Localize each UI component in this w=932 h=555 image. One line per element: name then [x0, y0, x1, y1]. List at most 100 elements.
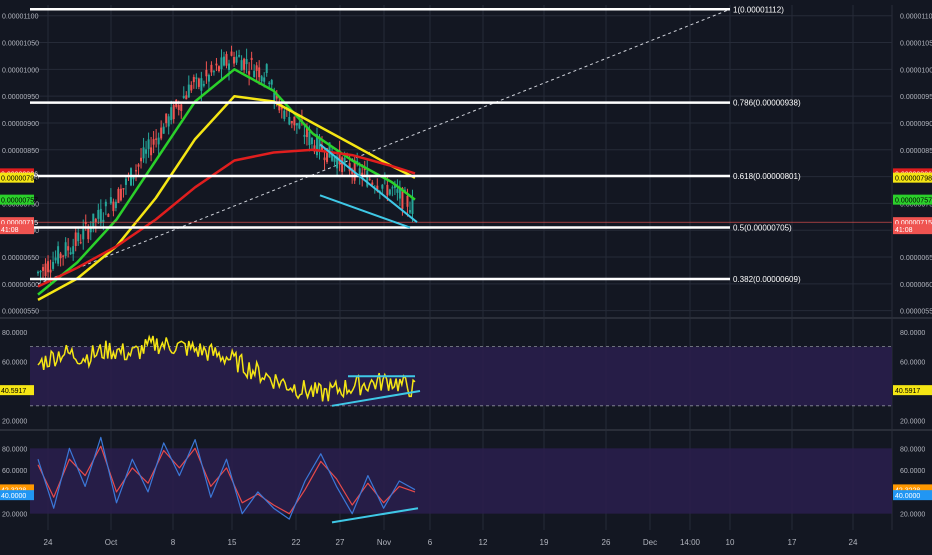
x-tick-label: 10 [726, 538, 735, 547]
stoch-tag [893, 490, 932, 501]
x-tick-label: 8 [171, 538, 176, 547]
candle-body [49, 269, 52, 273]
candle-body [250, 57, 253, 60]
price-tick-label-left: 0.00001100 [2, 14, 39, 21]
price-tick-label-left: 0.00000600 [2, 282, 39, 289]
candle-body [333, 157, 336, 162]
x-tick-label: 17 [788, 538, 797, 547]
candle-body [150, 147, 153, 156]
candle-body [37, 271, 39, 274]
x-tick-label: Nov [377, 538, 391, 547]
candle-body [187, 84, 190, 98]
candle-body [54, 257, 57, 261]
candle-body [341, 157, 344, 173]
candle-body [182, 95, 185, 98]
candle-body [376, 185, 379, 191]
price-tick-label: 0.00001100 [900, 14, 932, 21]
candle-body [366, 170, 369, 187]
x-tick-label: Dec [643, 538, 657, 547]
candle-body [315, 134, 318, 156]
candle-body [313, 145, 316, 152]
stoch-tag-left-text: 40.0000 [1, 493, 26, 500]
candle-body [74, 232, 77, 246]
ma_red-line [37, 148, 416, 288]
candle-body [142, 147, 145, 159]
x-tick-label: 19 [540, 538, 549, 547]
price-tick-label-left: 0.00001050 [2, 41, 39, 48]
rsi-tag-text: 40.5917 [895, 388, 920, 395]
rsi-line [37, 334, 416, 402]
stoch-tag-text: 40.0000 [895, 493, 920, 500]
candle-body [42, 267, 45, 271]
stoch-tick-label: 80.0000 [900, 446, 925, 453]
candle-body [112, 201, 115, 212]
stoch-tag-left [0, 490, 34, 501]
price-tick-label-left: 0.00000950 [2, 94, 39, 101]
candle-body [263, 77, 266, 82]
price-tick-label: 0.00000650 [900, 255, 932, 262]
price-tick-label: 0.00000950 [900, 94, 932, 101]
candle-body [215, 63, 218, 66]
candle-body [104, 201, 107, 207]
stoch-tick-label-left: 80.0000 [2, 446, 27, 453]
price-tick-label: 0.00001000 [900, 67, 932, 74]
candle-body [195, 77, 198, 79]
candle-body [172, 105, 175, 120]
candle-body [222, 56, 225, 66]
candle-body [353, 160, 356, 181]
candle-body [233, 56, 236, 64]
candle-body [109, 197, 112, 204]
price-tick-label: 0.00000750 [900, 201, 932, 208]
candle-body [308, 131, 311, 146]
candle-body [167, 116, 170, 127]
rsi-band [30, 346, 892, 406]
candle-body [137, 164, 140, 167]
candle-body [162, 126, 165, 134]
candle-body [331, 153, 334, 161]
stoch-tag [893, 484, 932, 495]
candle-body [57, 246, 60, 264]
candle-body [160, 127, 163, 139]
candle-body [84, 222, 87, 224]
candle-body [275, 93, 278, 99]
candle-body [165, 113, 168, 124]
price-tick-label-left: 0.00001000 [2, 67, 39, 74]
candle-body [398, 188, 401, 199]
price-tag [893, 194, 932, 205]
candle-body [293, 116, 296, 126]
candle-body [190, 84, 193, 91]
candle-body [135, 170, 138, 172]
candle-body [59, 253, 62, 259]
candle-body [155, 138, 158, 140]
candle-body [67, 246, 70, 251]
candle-body [119, 188, 122, 201]
candle-body [321, 145, 324, 151]
x-tick-label: 12 [479, 538, 488, 547]
candle-body [396, 189, 399, 193]
candle-body [205, 69, 208, 77]
wedge-lower-line [319, 194, 411, 229]
rsi-tick-label-left: 20.0000 [2, 419, 27, 426]
stoch-tag-left [0, 484, 34, 495]
candle-body [310, 137, 313, 145]
x-tick-label: Oct [105, 538, 118, 547]
candle-body [258, 67, 261, 78]
fib-level-label: 0.5(0.00000705) [733, 224, 792, 233]
x-tick-label: 22 [292, 538, 301, 547]
candle-body [107, 214, 110, 217]
candle-body [62, 255, 65, 257]
candle-body [255, 65, 258, 71]
candle-body [303, 134, 306, 137]
candle-body [265, 64, 268, 74]
candle-body [94, 218, 97, 222]
candle-body [147, 139, 150, 149]
rsi-tick-label: 20.0000 [900, 419, 925, 426]
price-tag-text: 41:08 [895, 227, 913, 234]
stoch-band [30, 448, 892, 514]
candle-body [338, 150, 341, 165]
price-tag-left [0, 217, 34, 228]
price-tag-text: 0.00000757 [895, 198, 932, 205]
candle-body [212, 71, 215, 73]
